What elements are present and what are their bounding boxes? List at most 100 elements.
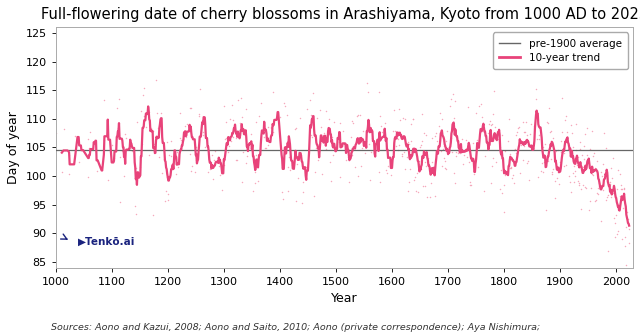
Point — [276, 190, 287, 195]
Point — [426, 180, 436, 186]
Point — [215, 172, 225, 178]
Point — [401, 166, 411, 172]
Point — [524, 178, 534, 183]
Point — [499, 182, 509, 187]
Point — [308, 91, 318, 96]
Point — [503, 138, 513, 143]
Point — [577, 152, 587, 158]
Point — [618, 186, 628, 192]
Point — [565, 153, 575, 158]
Point — [603, 249, 613, 254]
Point — [282, 112, 292, 118]
Point — [298, 189, 308, 194]
Point — [474, 103, 484, 109]
Point — [390, 135, 400, 140]
Point — [366, 149, 376, 154]
Point — [437, 163, 447, 168]
Point — [604, 179, 614, 184]
Point — [200, 144, 211, 149]
Point — [205, 167, 215, 172]
Point — [579, 144, 589, 149]
Point — [580, 131, 591, 137]
Point — [608, 155, 618, 160]
Point — [341, 157, 351, 163]
Point — [550, 149, 561, 154]
Point — [444, 147, 454, 152]
Point — [599, 130, 609, 135]
Point — [543, 159, 554, 164]
Point — [541, 208, 551, 213]
Point — [492, 136, 502, 141]
Point — [622, 210, 632, 215]
Point — [358, 128, 369, 134]
Point — [610, 234, 620, 239]
Point — [364, 177, 374, 183]
Point — [486, 163, 497, 168]
Point — [588, 153, 598, 158]
Point — [263, 143, 273, 148]
Point — [277, 164, 287, 169]
Point — [400, 116, 410, 122]
Legend: pre-1900 average, 10-year trend: pre-1900 average, 10-year trend — [493, 33, 628, 69]
Point — [233, 97, 243, 102]
Point — [292, 176, 303, 181]
Point — [460, 147, 470, 152]
Point — [495, 145, 505, 150]
Point — [413, 189, 423, 194]
Point — [83, 136, 93, 142]
Point — [193, 156, 203, 161]
Point — [87, 147, 97, 152]
Point — [111, 105, 122, 110]
Point — [103, 177, 113, 183]
Point — [148, 144, 159, 149]
Point — [408, 116, 419, 122]
Point — [488, 155, 498, 160]
Point — [186, 168, 196, 173]
Point — [507, 175, 517, 180]
Point — [220, 136, 230, 141]
Point — [410, 150, 420, 156]
Point — [405, 167, 415, 172]
Point — [312, 116, 323, 121]
Point — [483, 130, 493, 135]
Point — [554, 160, 564, 165]
Point — [499, 209, 509, 214]
Point — [294, 115, 305, 121]
Point — [250, 169, 260, 175]
Point — [429, 193, 440, 198]
Point — [551, 167, 561, 172]
Point — [497, 190, 508, 196]
Title: Full-flowering date of cherry blossoms in Arashiyama, Kyoto from 1000 AD to 2023: Full-flowering date of cherry blossoms i… — [41, 7, 640, 22]
Point — [548, 135, 558, 141]
Point — [317, 171, 327, 177]
Point — [416, 143, 426, 148]
Point — [419, 159, 429, 164]
Point — [393, 148, 403, 153]
Point — [115, 199, 125, 204]
Point — [411, 188, 421, 194]
Point — [180, 124, 190, 129]
Point — [278, 197, 288, 202]
Point — [534, 132, 545, 138]
Point — [447, 150, 457, 155]
Point — [506, 165, 516, 170]
Point — [612, 232, 622, 237]
Point — [500, 148, 510, 154]
Point — [552, 175, 562, 181]
Point — [440, 158, 451, 163]
Point — [309, 193, 319, 199]
Point — [275, 115, 285, 120]
Point — [235, 121, 245, 126]
Point — [563, 147, 573, 152]
Point — [390, 128, 401, 134]
Point — [58, 126, 68, 132]
Point — [387, 128, 397, 133]
Point — [238, 149, 248, 154]
Point — [538, 169, 548, 175]
Point — [509, 180, 519, 186]
Point — [520, 129, 530, 134]
Point — [569, 163, 579, 169]
Point — [589, 150, 599, 155]
Point — [221, 119, 231, 124]
Point — [536, 168, 546, 174]
